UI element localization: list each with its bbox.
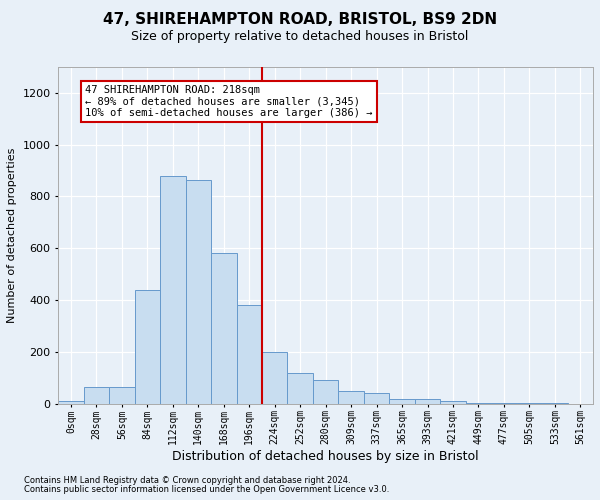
Bar — [84, 387, 109, 404]
Bar — [338, 390, 364, 404]
Bar — [211, 254, 236, 404]
Bar — [109, 387, 134, 404]
Bar — [134, 290, 160, 404]
X-axis label: Distribution of detached houses by size in Bristol: Distribution of detached houses by size … — [172, 450, 479, 463]
Bar — [491, 403, 517, 404]
Bar — [440, 400, 466, 404]
Bar — [185, 180, 211, 404]
Bar — [364, 394, 389, 404]
Bar — [236, 306, 262, 404]
Y-axis label: Number of detached properties: Number of detached properties — [7, 148, 17, 323]
Bar — [287, 372, 313, 404]
Bar — [466, 403, 491, 404]
Text: Contains public sector information licensed under the Open Government Licence v3: Contains public sector information licen… — [24, 485, 389, 494]
Text: 47 SHIREHAMPTON ROAD: 218sqm
← 89% of detached houses are smaller (3,345)
10% of: 47 SHIREHAMPTON ROAD: 218sqm ← 89% of de… — [85, 85, 373, 118]
Bar — [415, 399, 440, 404]
Text: 47, SHIREHAMPTON ROAD, BRISTOL, BS9 2DN: 47, SHIREHAMPTON ROAD, BRISTOL, BS9 2DN — [103, 12, 497, 28]
Bar — [313, 380, 338, 404]
Text: Size of property relative to detached houses in Bristol: Size of property relative to detached ho… — [131, 30, 469, 43]
Text: Contains HM Land Registry data © Crown copyright and database right 2024.: Contains HM Land Registry data © Crown c… — [24, 476, 350, 485]
Bar — [389, 398, 415, 404]
Bar — [262, 352, 287, 404]
Bar — [58, 401, 84, 404]
Bar — [160, 176, 185, 404]
